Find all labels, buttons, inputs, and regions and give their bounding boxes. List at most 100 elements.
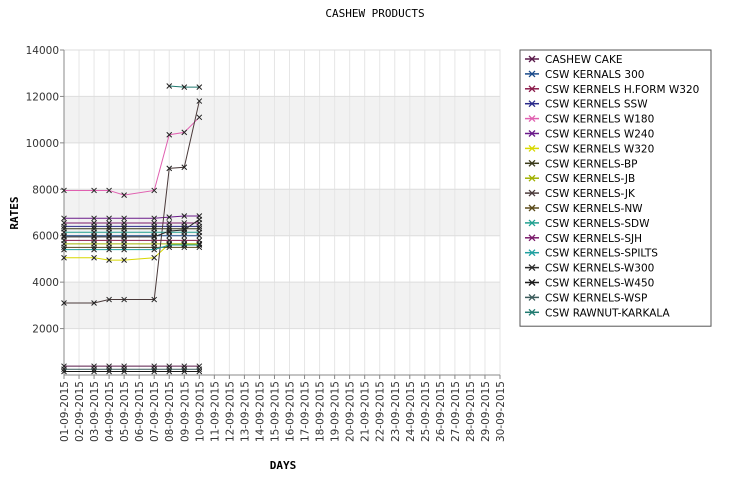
data-point	[106, 244, 112, 251]
data-point	[196, 242, 203, 248]
data-point	[181, 84, 188, 90]
x-tick-labels: 01-09-2015 02-09-2015 03-09-2015 04-09-2015…	[59, 381, 507, 442]
data-point	[151, 187, 158, 194]
data-point	[181, 220, 188, 226]
data-point	[121, 220, 127, 226]
series-10	[61, 244, 203, 251]
x-tick-label: 12-09-2015	[224, 381, 236, 442]
legend-label: CSW KERNELS W240	[545, 129, 654, 141]
x-tick-label: 16-09-2015	[285, 381, 297, 442]
data-point	[61, 254, 67, 261]
data-point	[91, 229, 97, 236]
legend-entry: CSW KERNELS-JK	[525, 188, 636, 200]
data-point	[151, 254, 158, 261]
y-tick-label: 6000	[32, 231, 59, 243]
data-point	[181, 366, 188, 373]
legend-label: CSW KERNELS-W450	[545, 278, 654, 290]
series-0	[61, 363, 203, 370]
legend-label: CSW KERNELS-SJH	[545, 233, 642, 245]
legend-label: CSW KERNELS-NW	[545, 203, 643, 215]
x-tick-label: 18-09-2015	[315, 381, 327, 442]
data-point	[166, 131, 173, 138]
x-tick-label: 14-09-2015	[254, 381, 266, 442]
legend-label: CSW KERNELS-JK	[545, 188, 636, 200]
x-tick-label: 22-09-2015	[375, 381, 387, 442]
legend-label: CSW KERNELS-SPILTS	[545, 248, 658, 260]
data-point	[151, 220, 158, 226]
data-point	[121, 246, 127, 253]
data-point	[61, 368, 67, 375]
data-point	[121, 192, 127, 198]
data-point	[106, 366, 112, 373]
data-point	[151, 296, 158, 303]
data-point	[91, 220, 97, 226]
legend-entry: CSW KERNELS SSW	[525, 99, 648, 111]
data-point	[196, 229, 203, 236]
x-tick-label: 27-09-2015	[450, 381, 462, 442]
data-point	[166, 165, 173, 172]
data-point	[166, 366, 173, 373]
legend-entry: CSW KERNELS-SDW	[525, 218, 650, 230]
data-point	[91, 187, 97, 194]
data-point	[61, 229, 67, 236]
legend-marker	[528, 85, 536, 93]
legend-entry: CSW KERNELS-SPILTS	[525, 248, 658, 260]
x-tick-label: 10-09-2015	[194, 381, 206, 442]
data-point	[196, 84, 203, 90]
x-tick-label: 23-09-2015	[390, 381, 402, 442]
data-point	[196, 98, 203, 104]
x-tick-label: 26-09-2015	[435, 381, 447, 442]
legend-entry: CSW KERNALS 300	[525, 69, 644, 81]
data-point	[151, 215, 158, 222]
x-tick-label: 15-09-2015	[269, 381, 281, 442]
x-tick-label: 06-09-2015	[134, 381, 146, 442]
series-17	[166, 83, 203, 90]
data-point	[61, 187, 67, 194]
data-point	[151, 366, 158, 373]
x-tick-label: 08-09-2015	[164, 381, 176, 442]
data-point	[106, 187, 112, 194]
x-tick-label: 17-09-2015	[300, 381, 312, 442]
x-tick-label: 29-09-2015	[480, 381, 492, 442]
x-tick-label: 13-09-2015	[239, 381, 251, 442]
data-point	[106, 246, 112, 253]
data-point	[106, 296, 112, 303]
chart-title: CASHEW PRODUCTS	[325, 7, 424, 20]
series-line	[64, 219, 200, 238]
plot-band	[64, 189, 500, 236]
plot-band	[64, 96, 500, 143]
legend-entry: CSW KERNELS W180	[525, 114, 654, 126]
data-point	[91, 246, 97, 253]
series-layer	[61, 83, 203, 375]
data-point	[151, 234, 158, 240]
data-point	[61, 300, 67, 306]
x-tick-label: 01-09-2015	[59, 381, 71, 442]
series-14	[61, 216, 203, 240]
x-tick-label: 04-09-2015	[104, 381, 116, 442]
series-line	[64, 215, 200, 219]
data-point	[61, 215, 67, 222]
legend-marker	[528, 279, 536, 286]
data-point	[121, 229, 127, 236]
x-tick-label: 25-09-2015	[420, 381, 432, 442]
data-point	[61, 246, 67, 253]
y-tick-label: 14000	[26, 45, 59, 57]
data-point	[121, 366, 127, 373]
legend-marker	[528, 130, 536, 137]
data-point	[166, 83, 173, 89]
legend-label: CSW KERNELS-W300	[545, 263, 654, 275]
axes	[60, 49, 501, 379]
data-point	[181, 368, 188, 375]
data-point	[166, 242, 173, 248]
data-point	[196, 368, 203, 375]
legend-marker	[528, 308, 536, 316]
data-point	[181, 129, 188, 136]
data-point	[106, 220, 112, 226]
legend-entry: CASHEW CAKE	[525, 54, 622, 66]
legend-marker	[528, 100, 536, 108]
legend-entry: CSW KERNELS W240	[525, 129, 654, 141]
x-tick-label: 07-09-2015	[149, 381, 161, 442]
x-tick-label: 30-09-2015	[495, 381, 507, 442]
legend-entry: CSW KERNELS H.FORM W320	[525, 84, 699, 96]
